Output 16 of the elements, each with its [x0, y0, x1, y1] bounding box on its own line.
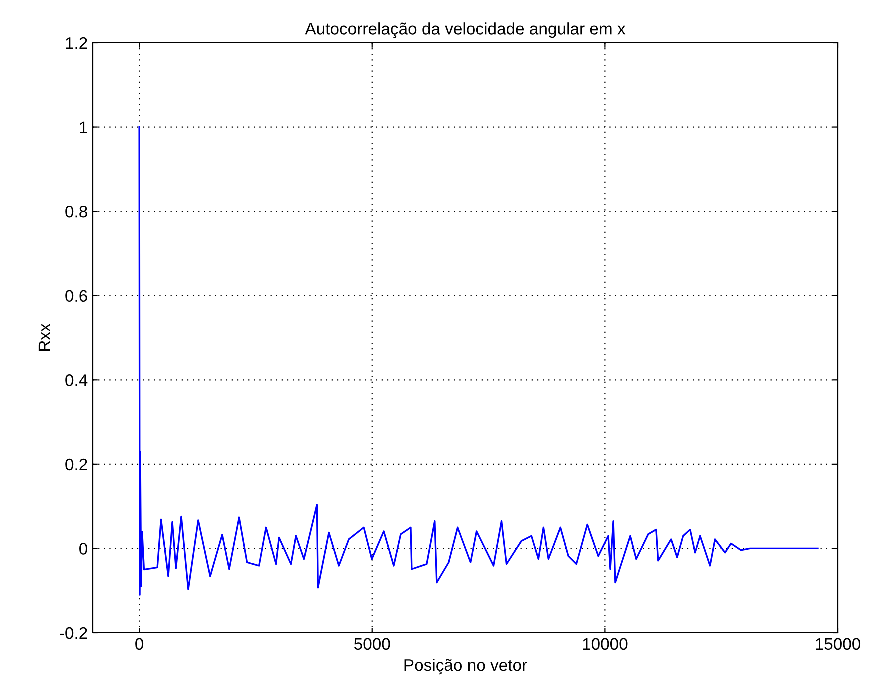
x-tick-label: 10000 — [583, 638, 628, 650]
x-tick-label: 5000 — [354, 638, 390, 650]
y-tick-label: 0.2 — [66, 458, 88, 471]
y-tick-label: 0.8 — [66, 206, 88, 218]
y-tick-label: 1.2 — [66, 37, 88, 50]
y-tick-label: 0 — [80, 543, 88, 555]
y-tick-label: -0.2 — [60, 627, 88, 640]
chart-title: Autocorrelação da velocidade angular em x — [305, 22, 626, 38]
line-series — [138, 126, 819, 596]
y-tick-label: 1 — [80, 122, 88, 134]
x-axis-title: Posição no vetor — [404, 658, 528, 675]
y-axis-title: Rxx — [38, 324, 50, 351]
x-tick-label: 15000 — [816, 638, 861, 650]
x-tick-label: 0 — [136, 638, 144, 650]
y-tick-label: 0.6 — [66, 290, 88, 302]
y-tick-label: 0.4 — [66, 374, 88, 386]
